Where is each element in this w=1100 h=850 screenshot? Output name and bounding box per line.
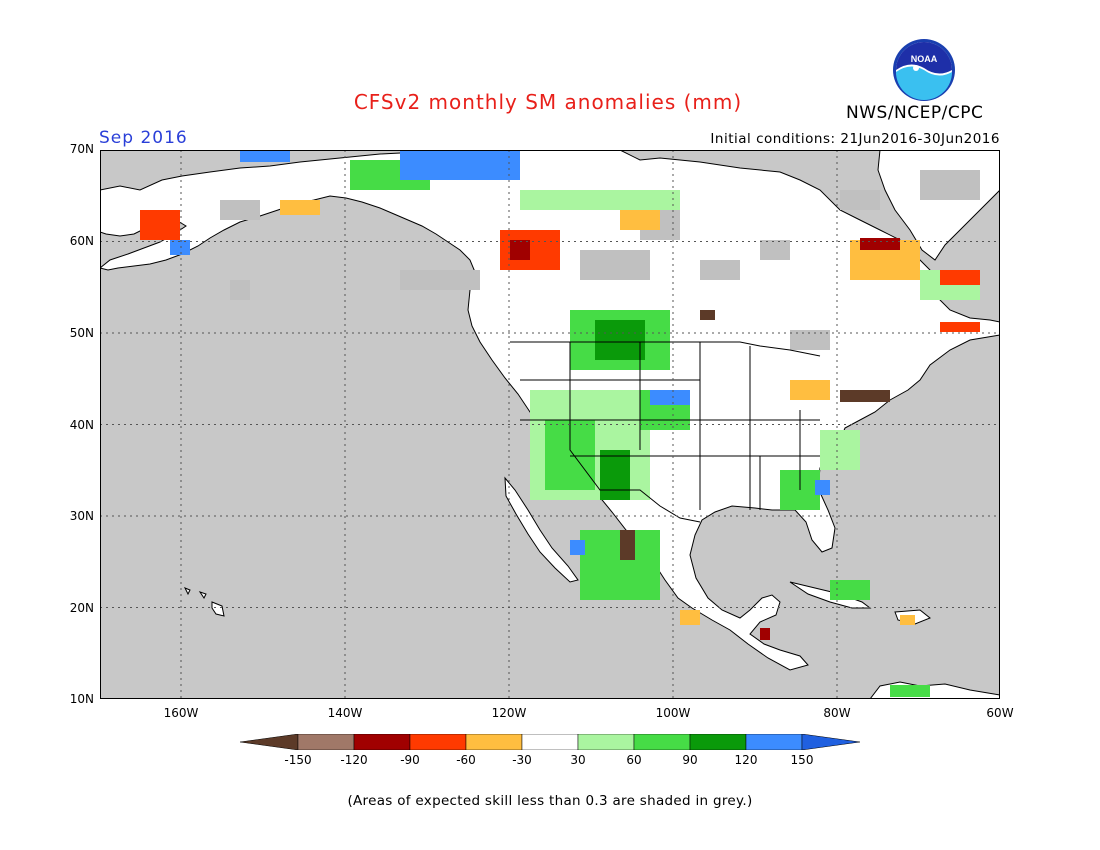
political-borders — [510, 341, 821, 523]
legend-tick: -90 — [400, 753, 420, 767]
legend-bin — [801, 733, 861, 751]
legend-tick: 30 — [570, 753, 586, 767]
svg-text:NOAA: NOAA — [911, 54, 938, 64]
anomaly-cells — [140, 150, 980, 697]
baja-california-land — [504, 476, 579, 583]
legend-tick: -120 — [340, 753, 368, 767]
lat-label: 40N — [69, 418, 94, 432]
legend-tick: -150 — [284, 753, 312, 767]
lat-label: 20N — [69, 601, 94, 615]
lon-label: 160W — [163, 706, 199, 720]
legend-tick: -30 — [512, 753, 532, 767]
lon-label: 140W — [327, 706, 363, 720]
agency-label: NWS/NCEP/CPC — [846, 103, 984, 123]
legend-bin — [745, 733, 803, 751]
legend-bin — [633, 733, 691, 751]
lat-label: 10N — [69, 692, 94, 706]
legend-bin — [465, 733, 523, 751]
lat-label: 70N — [69, 142, 94, 156]
map-title: CFSv2 monthly SM anomalies (mm) — [353, 90, 743, 114]
legend-bin — [521, 733, 579, 751]
noaa-logo: NOAA — [892, 38, 956, 102]
legend-bin — [239, 733, 299, 751]
lon-label: 80W — [823, 706, 851, 720]
forecast-month: Sep 2016 — [99, 128, 188, 148]
lon-label: 100W — [655, 706, 691, 720]
graticule — [100, 150, 1000, 699]
hawaii-islands — [183, 587, 225, 617]
map-frame — [100, 150, 1000, 699]
color-legend — [239, 733, 861, 751]
legend-bin — [297, 733, 355, 751]
lon-label: 60W — [986, 706, 1014, 720]
lat-label: 50N — [69, 326, 94, 340]
legend-tick: 90 — [682, 753, 698, 767]
legend-tick: 150 — [790, 753, 814, 767]
lat-label: 30N — [69, 509, 94, 523]
legend-tick: 60 — [626, 753, 642, 767]
lat-label: 60N — [69, 234, 94, 248]
legend-tick: 120 — [734, 753, 758, 767]
legend-bin — [689, 733, 747, 751]
initial-conditions: Initial conditions: 21Jun2016-30Jun2016 — [710, 131, 1000, 147]
legend-bin — [409, 733, 467, 751]
legend-tick: -60 — [456, 753, 476, 767]
footnote: (Areas of expected skill less than 0.3 a… — [347, 793, 753, 809]
legend-bin — [353, 733, 411, 751]
anomaly-map — [100, 150, 1000, 699]
legend-bin — [577, 733, 635, 751]
lon-label: 120W — [491, 706, 527, 720]
